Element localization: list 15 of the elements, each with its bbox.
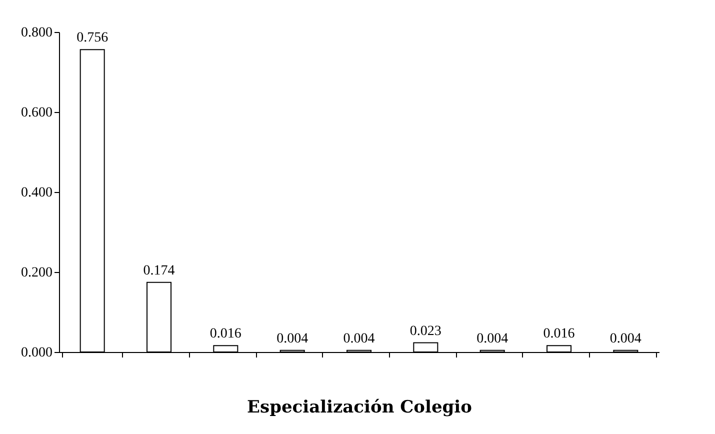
data-label: 0.023 <box>410 324 442 339</box>
y-tick-label: 0.000 <box>21 346 52 360</box>
y-tick-label: 0.800 <box>21 26 52 40</box>
data-label: 0.016 <box>210 326 242 342</box>
y-tick-label: 0.400 <box>21 186 52 200</box>
data-label: 0.174 <box>143 263 175 278</box>
data-label: 0.756 <box>76 30 108 46</box>
data-label: 0.004 <box>276 331 308 346</box>
y-tick-label: 0.200 <box>21 266 52 280</box>
data-label: 0.004 <box>610 331 642 346</box>
data-label: 0.004 <box>343 331 375 346</box>
x-axis-title: Especialización Colegio <box>247 398 472 418</box>
data-label: 0.016 <box>543 326 575 342</box>
y-tick-label: 0.600 <box>21 106 52 120</box>
data-label: 0.004 <box>476 331 508 346</box>
